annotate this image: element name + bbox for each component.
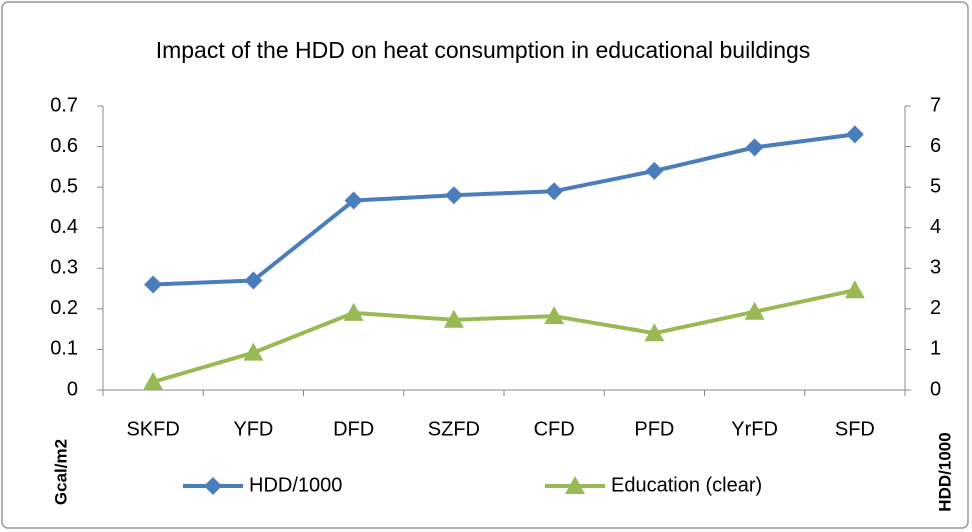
series-line: [152, 288, 856, 384]
x-tick-label: CFD: [534, 418, 575, 440]
diamond-marker: [244, 271, 263, 290]
triangle-marker: [243, 342, 264, 361]
diamond-marker: [344, 191, 363, 210]
triangle-marker: [644, 323, 665, 342]
chart-title: Impact of the HDD on heat consumption in…: [156, 37, 811, 63]
y2-tick-label: 7: [930, 94, 941, 116]
y2-tick-label: 1: [930, 338, 941, 360]
x-tick-label: PFD: [634, 418, 674, 440]
y-tick-label: 0.5: [50, 175, 78, 197]
diamond-marker: [645, 161, 664, 180]
triangle-marker: [143, 371, 164, 390]
triangle-marker: [844, 280, 865, 299]
x-tick-label: SZFD: [428, 418, 480, 440]
x-tick-label: DFD: [333, 418, 374, 440]
diamond-marker: [204, 477, 222, 495]
y-tick-label: 0.1: [50, 338, 78, 360]
y-tick-label: 0.4: [50, 216, 78, 238]
y-tick-label: 0.3: [50, 257, 78, 279]
y2-tick-label: 0: [930, 378, 941, 400]
y2-tick-label: 3: [930, 257, 941, 279]
x-tick-label: SFD: [835, 418, 875, 440]
triangle-marker: [544, 306, 565, 325]
diamond-marker: [745, 138, 764, 157]
x-tick-label: YrFD: [731, 418, 778, 440]
y-tick-label: 0.7: [50, 94, 78, 116]
triangle-marker: [343, 302, 364, 321]
y2-axis-title: HDD/1000: [935, 432, 954, 511]
y-tick-label: 0: [67, 378, 78, 400]
diamond-marker: [444, 186, 463, 205]
y2-tick-label: 5: [930, 175, 941, 197]
x-tick-label: YFD: [233, 418, 273, 440]
x-tick-label: SKFD: [126, 418, 179, 440]
triangle-marker: [565, 476, 585, 494]
legend-label: HDD/1000: [249, 474, 342, 496]
y-tick-label: 0.2: [50, 297, 78, 319]
legend-label: Education (clear): [611, 474, 762, 496]
triangle-marker: [744, 301, 765, 320]
y2-tick-label: 2: [930, 297, 941, 319]
diamond-marker: [545, 182, 564, 201]
y2-tick-label: 6: [930, 135, 941, 157]
triangle-marker: [443, 309, 464, 328]
diamond-marker: [845, 125, 864, 144]
y2-tick-label: 4: [930, 216, 941, 238]
diamond-marker: [144, 275, 163, 294]
series-line: [153, 132, 856, 287]
y-axis-title: Gcal/m2: [51, 439, 70, 505]
y-tick-label: 0.6: [50, 135, 78, 157]
